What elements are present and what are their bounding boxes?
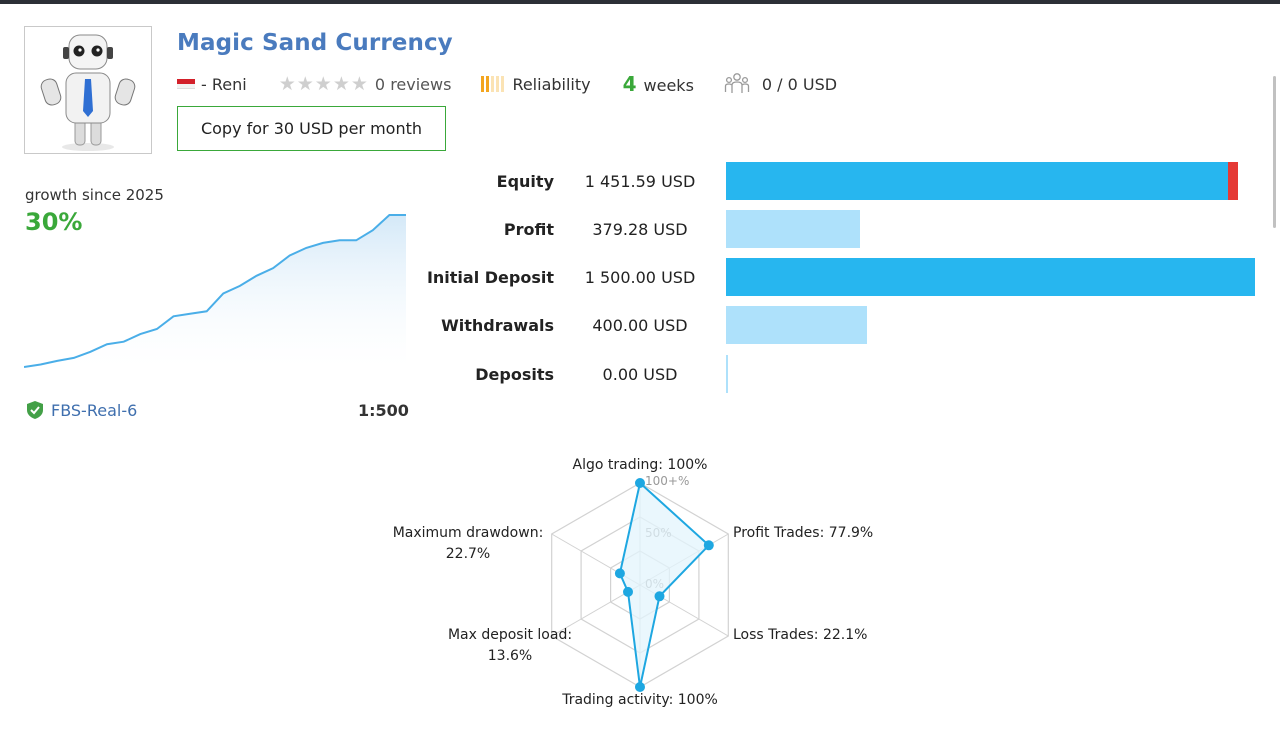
radar-point [654,591,665,602]
stat-value: 1 500.00 USD [584,268,696,287]
radar-series-area [618,481,711,688]
radar-axis-label: Maximum drawdown: [393,525,544,541]
radar-axis-label: Loss Trades: 22.1% [733,627,867,643]
broker-link[interactable]: FBS-Real-6 [25,400,137,420]
stat-row-equity: Equity 1 451.59 USD [400,162,1260,202]
growth-area [24,215,406,367]
star-icon: ★ [278,72,296,95]
growth-label: growth since 2025 [25,186,164,204]
signal-meta-row: - Reni ★ ★ ★ ★ ★ 0 reviews Reliability 4… [177,72,837,96]
subscribers-value: 0 / 0 USD [761,74,838,94]
leverage-value: 1:500 [358,401,409,420]
stat-label: Deposits [475,365,554,384]
radar-point [635,682,645,692]
broker-server: FBS-Real-6 [51,400,138,420]
weeks-label: weeks [643,76,694,95]
radar-axis-label: 13.6% [488,648,532,664]
stat-row-withdrawals: Withdrawals 400.00 USD [400,306,1260,346]
reliability-label: Reliability [512,74,591,94]
growth-value: 30% [25,208,83,236]
copy-subscribe-button[interactable]: Copy for 30 USD per month [177,106,446,151]
growth-chart[interactable] [24,200,408,375]
star-icon: ★ [296,72,314,95]
stat-label: Equity [496,172,554,191]
stat-bar [726,162,1238,200]
rating-stars: ★ ★ ★ ★ ★ 0 reviews [278,72,452,95]
star-icon: ★ [350,72,368,95]
radar-point [614,568,625,579]
reliability-indicator: Reliability [481,74,591,94]
signal-avatar[interactable] [24,26,152,154]
radar-axis-label: Algo trading: 100% [573,457,708,473]
signal-title[interactable]: Magic Sand Currency [177,30,453,56]
radar-point [635,478,645,488]
stat-bar [726,210,860,248]
shield-check-icon [27,401,43,419]
reviews-link[interactable]: 0 reviews [374,74,452,94]
robot-avatar-icon [40,34,136,151]
radar-axis-label: Trading activity: 100% [561,692,718,708]
stat-row-initial-deposit: Initial Deposit 1 500.00 USD [400,258,1260,298]
signal-age: 4 weeks [623,72,694,96]
stat-label: Profit [503,220,554,239]
stat-label: Initial Deposit [426,268,554,287]
stat-bar [726,355,728,393]
flag-icon [177,79,195,89]
radar-point [703,540,714,551]
weeks-count: 4 [622,72,637,96]
stat-value: 0.00 USD [602,365,678,384]
radar-axis-label: Max deposit load: [448,627,572,643]
radar-axis-label: Profit Trades: 77.9% [733,525,873,541]
radar-point [623,586,633,597]
stat-bar [726,306,867,344]
radar-axis-label: 22.7% [446,546,490,562]
star-icon: ★ [314,72,332,95]
subscribers-icon [724,73,750,93]
reliability-bars-icon [481,76,505,92]
stat-label: Withdrawals [441,316,554,335]
growth-line [24,214,406,368]
author-name[interactable]: - Reni [201,74,247,94]
equity-drawdown-segment [1228,162,1238,200]
stat-value: 379.28 USD [592,220,688,239]
radar-chart: 0%50%100+%Algo trading: 100%Profit Trade… [393,457,874,708]
scrollbar-thumb[interactable] [1273,76,1276,228]
stat-row-deposits: Deposits 0.00 USD [400,355,1260,395]
stat-bar [726,258,1255,296]
radar-tick-label: 100+% [645,474,689,488]
subscribers-info: 0 / 0 USD [724,72,837,96]
stat-value: 400.00 USD [592,316,688,335]
window-top-bar [0,0,1280,4]
stat-value: 1 451.59 USD [584,172,696,191]
stat-row-profit: Profit 379.28 USD [400,210,1260,250]
star-icon: ★ [332,72,350,95]
